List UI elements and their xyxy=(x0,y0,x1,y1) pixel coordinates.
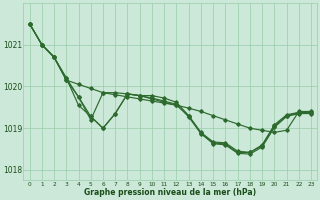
X-axis label: Graphe pression niveau de la mer (hPa): Graphe pression niveau de la mer (hPa) xyxy=(84,188,256,197)
